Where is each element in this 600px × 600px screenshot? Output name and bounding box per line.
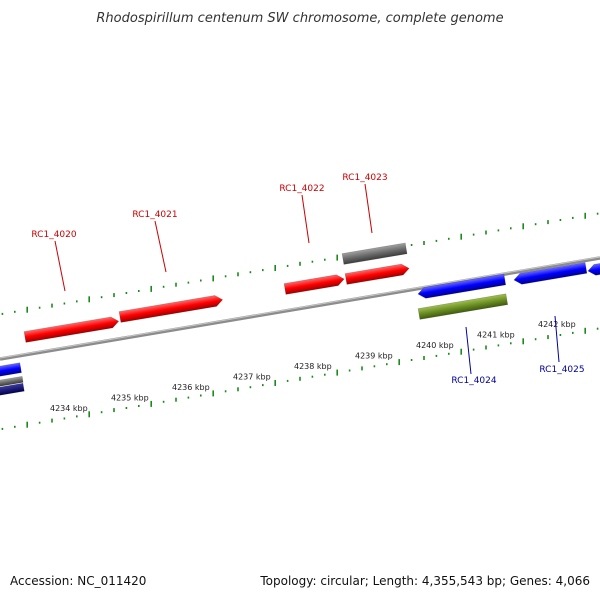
scale-tick-label: 4237 kbp [233,373,271,382]
gene-label-RC1_4024[interactable]: RC1_4024 [451,376,496,386]
gene-labels: RC1_4020 RC1_4021 RC1_4022 RC1_4023 RC1_4024… [31,173,584,386]
genome-summary-text: Topology: circular; Length: 4,355,543 bp… [259,574,590,588]
gene-label-connector [154,220,167,273]
gene-label-connector [554,315,560,363]
gene-partial-left-blue [0,362,22,378]
map-title: Rhodospirillum centenum SW chromosome, c… [96,11,503,26]
gene-label-connector [465,326,472,375]
gene-RC1_4025 [513,262,588,285]
gene-label-connectors [54,183,560,375]
scale-tick-label: 4236 kbp [172,383,210,392]
gene-label-RC1_4020[interactable]: RC1_4020 [31,230,76,240]
gene-partial-right [587,261,600,276]
scale-tick-label: 4239 kbp [355,352,393,361]
scale-tick-label: 4235 kbp [111,394,149,403]
gene-label-connector [54,240,66,292]
gene-label-RC1_4023[interactable]: RC1_4023 [342,173,387,183]
gene-pseudo [341,242,408,265]
gene-RC1_4024 [417,273,507,299]
scale-tick-label: 4240 kbp [416,341,454,350]
gene-partial-left-grey [0,376,24,388]
gene-RC1_4021 [118,295,224,323]
scale-tick-label: 4241 kbp [477,331,515,340]
chromosome-backbone-highlight [0,256,600,359]
accession-text: Accession: NC_011420 [10,574,146,588]
gene-label-RC1_4022[interactable]: RC1_4022 [279,184,324,194]
gene-label-RC1_4025[interactable]: RC1_4025 [539,365,584,375]
scale-tick-label: 4238 kbp [294,362,332,371]
gene-rna [417,293,509,320]
gene-partial-left-navy [0,382,25,397]
gene-RC1_4023-forward [344,263,410,285]
gene-RC1_4020 [23,316,120,343]
scale-tick-label: 4242 kbp [538,320,576,329]
gene-RC1_4022 [283,274,345,295]
gene-features [0,242,600,397]
gene-label-connector [301,194,310,244]
scale-ticks [1,212,599,430]
scale-tick-label: 4234 kbp [50,404,88,413]
gene-label-connector [364,183,373,234]
gene-label-RC1_4021[interactable]: RC1_4021 [132,210,177,220]
scale-tick-labels: 4234 kbp 4235 kbp 4236 kbp 4237 kbp 4238 kbp… [50,320,576,413]
